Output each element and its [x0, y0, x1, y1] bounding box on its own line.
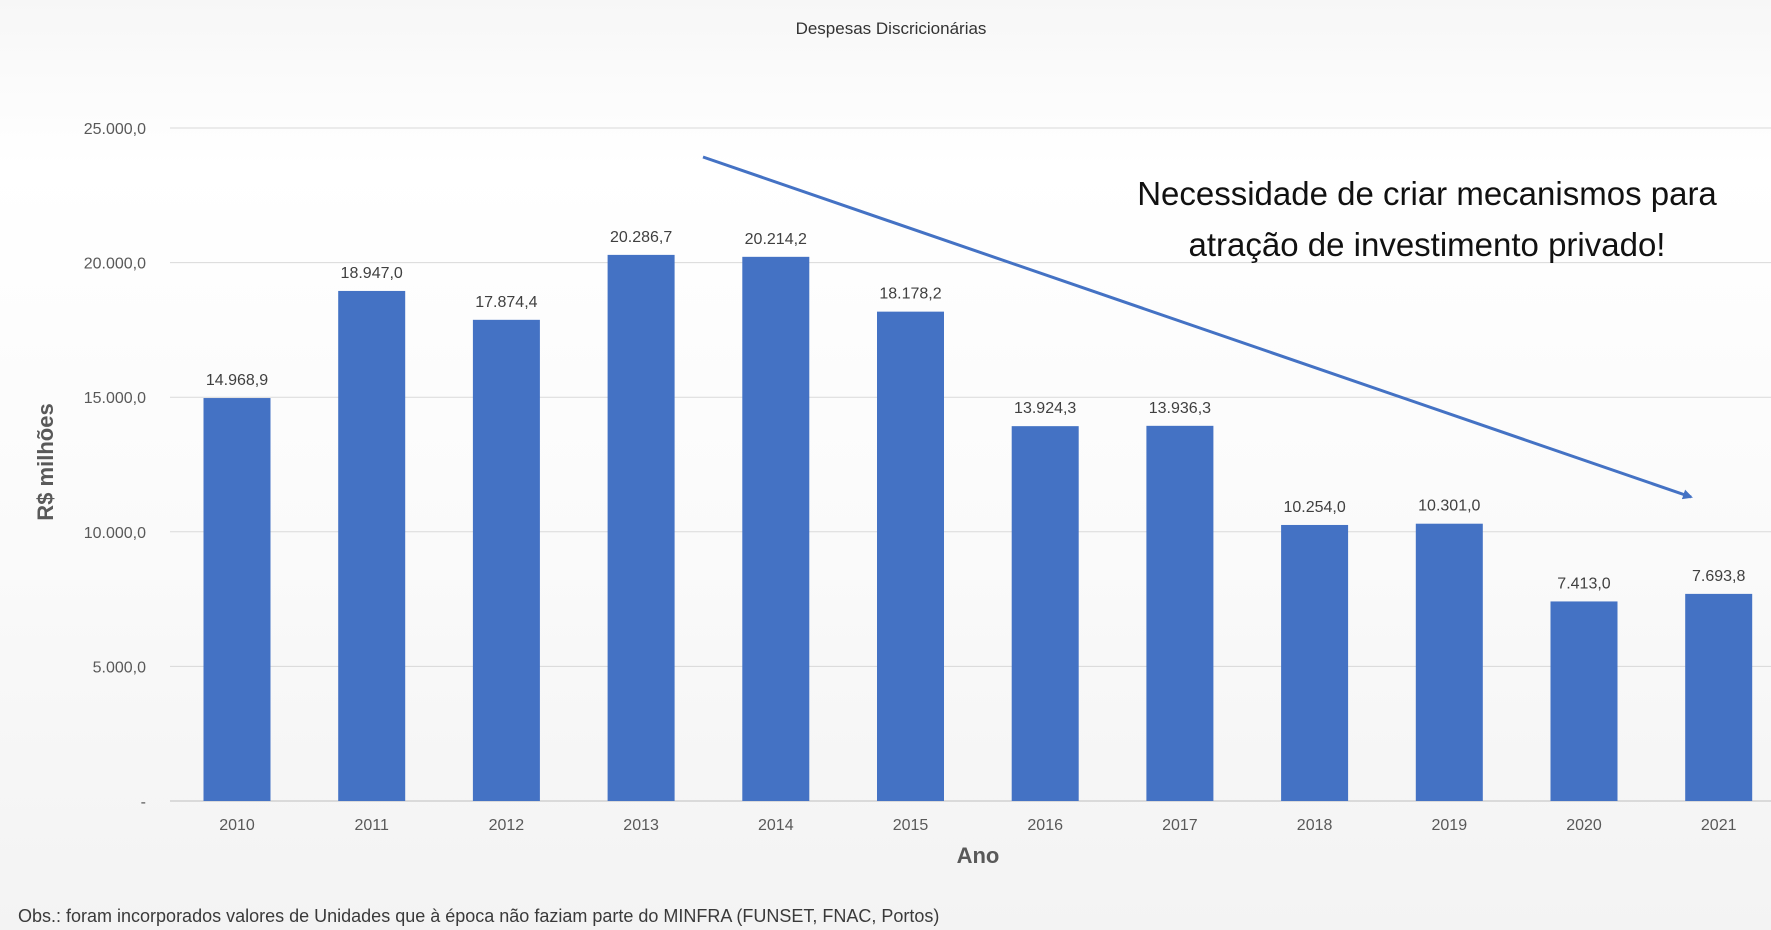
y-axis-title: R$ milhões: [33, 403, 58, 520]
data-label: 13.936,3: [1149, 400, 1211, 417]
data-label: 7.693,8: [1692, 568, 1745, 585]
x-tick-label: 2019: [1432, 817, 1468, 834]
y-axis-ticks: - 5.000,0 10.000,0 15.000,0 20.000,0 25.000,0: [84, 121, 146, 811]
x-tick-label: 2013: [623, 817, 659, 834]
data-label: 20.214,2: [745, 231, 807, 248]
bar: [1550, 601, 1618, 801]
x-tick-label: 2014: [758, 817, 794, 834]
data-label: 18.178,2: [879, 286, 941, 303]
bar: [1146, 425, 1214, 801]
x-tick-label: 2017: [1162, 817, 1198, 834]
bars: [203, 254, 1753, 802]
callout-line-1: Necessidade de criar mecanismos para: [1137, 175, 1717, 212]
data-labels: 14.968,9 18.947,0 17.874,4 20.286,7 20.214,2…: [206, 229, 1746, 593]
bar: [877, 311, 944, 801]
x-tick-label: 2010: [219, 817, 255, 834]
gridlines: [170, 127, 1771, 802]
callout-line-2: atração de investimento privado!: [1189, 226, 1666, 263]
bar: [607, 254, 675, 802]
bar: [203, 398, 271, 801]
data-label: 20.286,7: [610, 229, 672, 246]
x-tick-label: 2015: [893, 817, 929, 834]
data-label: 14.968,9: [206, 372, 268, 389]
footnote: Obs.: foram incorporados valores de Unid…: [18, 906, 940, 926]
x-tick-label: 2018: [1297, 817, 1333, 834]
y-tick-label: 5.000,0: [93, 659, 146, 676]
x-tick-label: 2021: [1701, 817, 1737, 834]
bar: [472, 319, 540, 801]
x-tick-label: 2020: [1566, 817, 1602, 834]
bar: [1415, 523, 1483, 801]
y-tick-label: -: [141, 794, 146, 811]
x-tick-label: 2012: [489, 817, 525, 834]
bar: [1011, 426, 1079, 801]
data-label: 13.924,3: [1014, 400, 1076, 417]
trend-arrow: [702, 155, 1693, 500]
y-tick-label: 10.000,0: [84, 525, 146, 542]
x-tick-label: 2011: [354, 817, 389, 834]
chart-title: Despesas Discricionárias: [796, 19, 987, 38]
data-label: 10.301,0: [1418, 498, 1480, 515]
x-axis-ticks: 2010 2011 2012 2013 2014 2015 2016 2017 2018 2019…: [219, 817, 1736, 834]
bar: [1281, 524, 1349, 801]
bar: [742, 256, 810, 801]
bar-chart: Despesas Discricionárias - 5.000,0 10.000,…: [33, 19, 1771, 868]
bar: [1685, 593, 1753, 801]
y-tick-label: 25.000,0: [84, 121, 146, 138]
data-label: 10.254,0: [1283, 499, 1345, 516]
data-label: 17.874,4: [475, 294, 537, 311]
data-label: 18.947,0: [341, 265, 403, 282]
bar: [338, 290, 406, 801]
data-label: 7.413,0: [1557, 575, 1610, 592]
x-axis-title: Ano: [957, 843, 1000, 868]
x-tick-label: 2016: [1027, 817, 1063, 834]
y-tick-label: 20.000,0: [84, 256, 146, 273]
y-tick-label: 15.000,0: [84, 390, 146, 407]
